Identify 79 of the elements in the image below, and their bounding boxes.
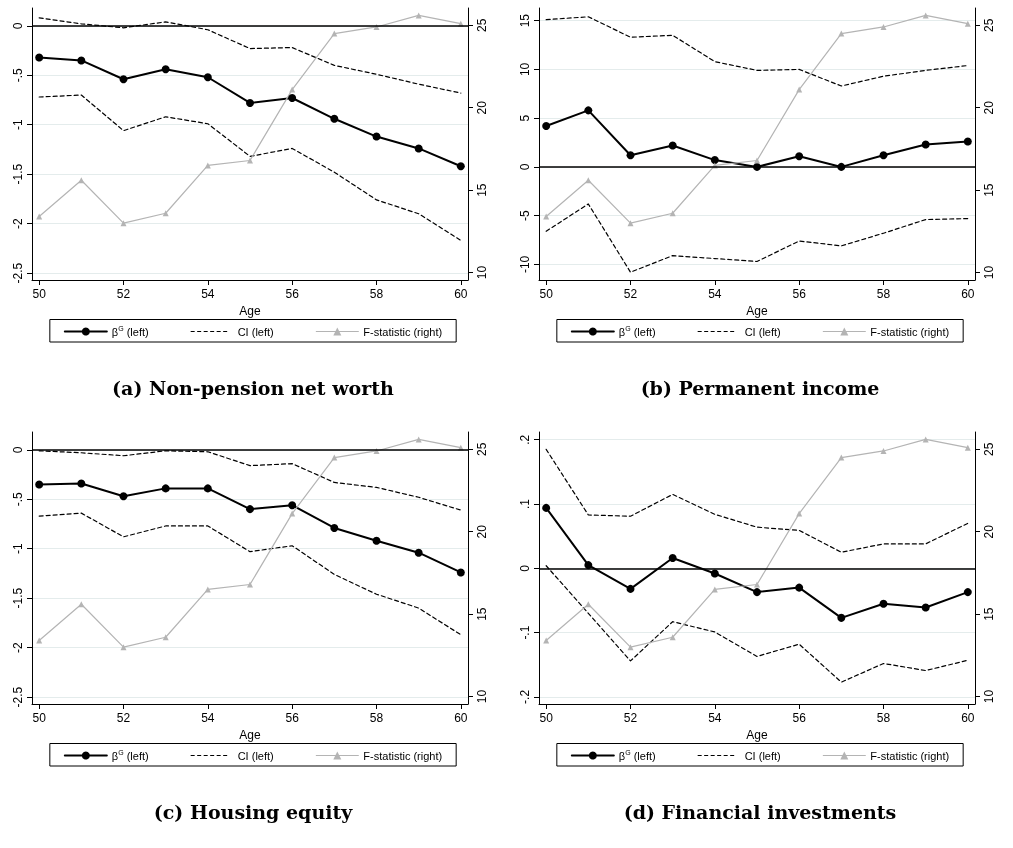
- text: (a) Non-pension net worth: [112, 376, 395, 399]
- x-tick-label: 60: [961, 711, 975, 725]
- y-tick-label: -10: [518, 255, 532, 274]
- y2-tick-label: 20: [475, 524, 489, 539]
- y-tick-label: -1.5: [11, 587, 25, 609]
- x-tick-label: 58: [876, 287, 891, 301]
- y-tick-label: -1: [11, 119, 25, 131]
- x-tick-label: 50: [539, 287, 554, 301]
- x-tick-label: 56: [792, 711, 807, 725]
- y-tick-label: .2: [518, 434, 532, 445]
- x-tick-label: 60: [961, 287, 975, 301]
- y-tick-label: 10: [518, 62, 532, 77]
- y-tick-label: 15: [518, 13, 532, 28]
- x-tick-label: 54: [708, 711, 722, 725]
- legend-label: F-statistic (right): [363, 325, 443, 338]
- x-axis-title: Age: [239, 303, 261, 318]
- y2-tick-label: 15: [982, 607, 996, 621]
- x-axis-title: Age: [239, 727, 261, 742]
- y-tick-label: 0: [518, 564, 532, 572]
- y2-tick-label: 25: [475, 442, 489, 456]
- text: (c) Housing equity: [153, 800, 354, 823]
- y-tick-label: -1: [11, 543, 25, 555]
- legend-label: CI (left): [744, 749, 781, 762]
- y2-tick-label: 20: [982, 100, 996, 115]
- x-tick-label: 58: [369, 287, 384, 301]
- y-tick-label: 5: [518, 114, 532, 122]
- y2-tick-label: 10: [475, 689, 489, 704]
- x-tick-label: 56: [285, 711, 300, 725]
- y2-tick-label: 15: [475, 607, 489, 621]
- x-tick-label: 52: [116, 287, 131, 301]
- y-tick-label: -2: [11, 217, 25, 229]
- x-tick-label: 54: [201, 711, 215, 725]
- x-tick-label: 52: [623, 287, 638, 301]
- legend-label: CI (left): [744, 325, 781, 338]
- y-tick-label: -2.5: [11, 686, 25, 708]
- x-tick-label: 50: [539, 711, 554, 725]
- x-tick-label: 60: [454, 711, 468, 725]
- y-tick-label: .1: [518, 498, 532, 510]
- x-tick-label: 60: [454, 287, 468, 301]
- x-tick-label: 54: [201, 287, 215, 301]
- y2-tick-label: 10: [475, 265, 489, 280]
- y2-tick-label: 20: [475, 100, 489, 115]
- y2-tick-label: 10: [982, 689, 996, 704]
- y2-tick-label: 25: [475, 18, 489, 32]
- legend-label: CI (left): [237, 749, 274, 762]
- x-tick-label: 56: [285, 287, 300, 301]
- x-tick-label: 52: [623, 711, 638, 725]
- x-tick-label: 50: [32, 287, 47, 301]
- legend-label: CI (left): [237, 325, 274, 338]
- y-tick-label: -.1: [518, 625, 532, 640]
- y-tick-label: -5: [518, 210, 532, 221]
- x-tick-label: 54: [708, 287, 722, 301]
- legend-label: F-statistic (right): [870, 749, 950, 762]
- x-tick-label: 52: [116, 711, 131, 725]
- y2-tick-label: 25: [982, 18, 996, 32]
- y2-tick-label: 25: [982, 442, 996, 456]
- y2-tick-label: 15: [982, 183, 996, 197]
- x-axis-title: Age: [746, 727, 768, 742]
- text: (d) Financial investments: [623, 800, 897, 823]
- text: (b) Permanent income: [640, 376, 880, 399]
- y2-tick-label: 10: [982, 265, 996, 280]
- y2-tick-label: 15: [475, 183, 489, 197]
- legend-label: F-statistic (right): [870, 325, 950, 338]
- y-tick-label: -.5: [11, 67, 25, 83]
- y-tick-label: -2.5: [11, 262, 25, 284]
- y-tick-label: 0: [518, 163, 532, 171]
- y-tick-label: 0: [11, 22, 25, 30]
- x-tick-label: 58: [369, 711, 384, 725]
- x-tick-label: 56: [792, 287, 807, 301]
- x-tick-label: 58: [876, 711, 891, 725]
- y-tick-label: -1.5: [11, 163, 25, 185]
- y-tick-label: 0: [11, 446, 25, 454]
- y-tick-label: -2: [11, 641, 25, 653]
- y-tick-label: -.5: [11, 491, 25, 507]
- legend-label: F-statistic (right): [363, 749, 443, 762]
- y-tick-label: -.2: [518, 689, 532, 704]
- y2-tick-label: 20: [982, 524, 996, 539]
- x-tick-label: 50: [32, 711, 47, 725]
- x-axis-title: Age: [746, 303, 768, 318]
